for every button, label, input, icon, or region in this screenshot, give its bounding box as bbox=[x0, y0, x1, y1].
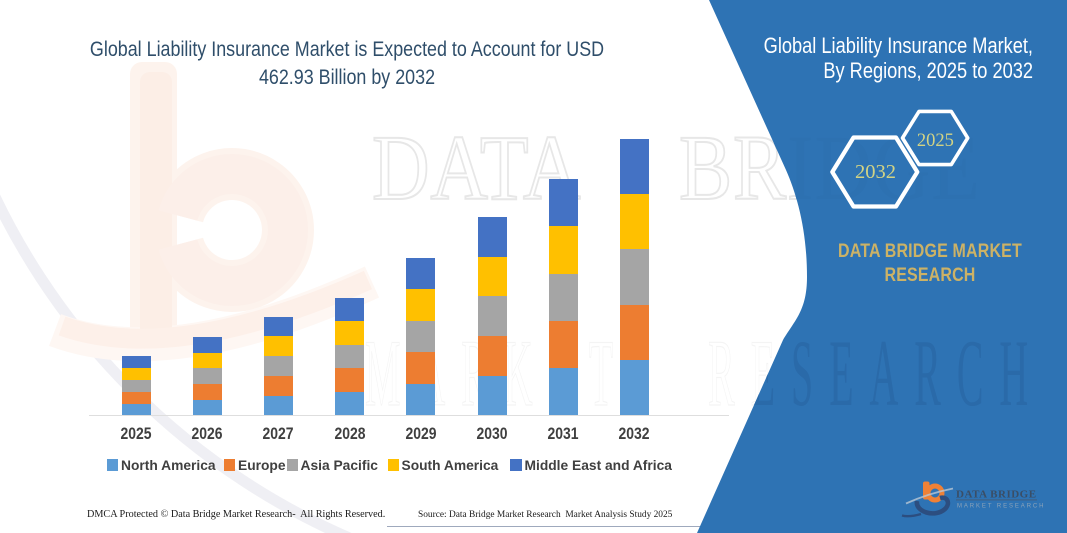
svg-text:2025: 2025 bbox=[917, 131, 954, 151]
svg-text:DATA BRIDGE: DATA BRIDGE bbox=[956, 489, 1037, 501]
svg-text:2032: 2032 bbox=[855, 161, 896, 183]
svg-text:MARKET RESEARCH: MARKET RESEARCH bbox=[365, 320, 1044, 426]
svg-text:MARKET RESEARCH: MARKET RESEARCH bbox=[957, 504, 1045, 510]
